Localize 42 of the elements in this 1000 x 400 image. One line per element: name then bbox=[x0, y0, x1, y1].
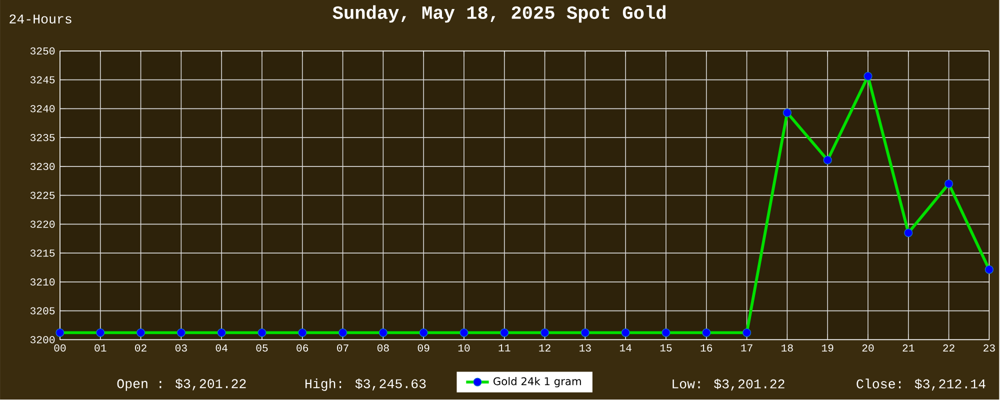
x-tick-label: 15 bbox=[660, 344, 672, 352]
y-tick-label: 3235 bbox=[30, 134, 55, 142]
x-tick-label: 08 bbox=[377, 344, 389, 352]
x-tick-label: 05 bbox=[256, 344, 268, 352]
y-tick-label: 3245 bbox=[30, 76, 55, 84]
x-tick-label: 11 bbox=[498, 344, 510, 352]
x-tick-label: 00 bbox=[54, 344, 66, 352]
y-tick-label: 3225 bbox=[30, 192, 55, 200]
y-tick-label: 3215 bbox=[30, 250, 55, 257]
y-tick-label: 3200 bbox=[30, 336, 55, 344]
x-tick-label: 19 bbox=[822, 344, 834, 352]
text: High: $3,245.63 bbox=[305, 378, 426, 392]
x-tick-label: 17 bbox=[741, 344, 752, 352]
x-tick-label: 12 bbox=[539, 344, 550, 352]
y-tick-label: 3220 bbox=[30, 220, 55, 228]
x-tick-label: 13 bbox=[580, 344, 591, 352]
chart-title: Sunday, May 18, 2025 Spot Gold bbox=[332, 5, 666, 23]
y-tick-label: 3210 bbox=[30, 278, 55, 286]
x-tick-label: 07 bbox=[337, 344, 348, 352]
x-tick-label: 09 bbox=[418, 344, 430, 352]
chart-subtitle: 24-Hours bbox=[10, 14, 72, 24]
text: Close: $3,212.14 bbox=[856, 378, 986, 391]
x-tick-label: 20 bbox=[862, 344, 874, 352]
text: Low: $3,201.22 bbox=[672, 378, 784, 391]
x-tick-label: 21 bbox=[902, 344, 914, 352]
x-tick-label: 16 bbox=[700, 344, 712, 352]
y-tick-label: 3205 bbox=[30, 307, 55, 315]
x-tick-label: 10 bbox=[458, 344, 470, 352]
y-tick-label: 3230 bbox=[30, 163, 55, 170]
x-tick-label: 18 bbox=[782, 344, 793, 352]
y-tick-label: 3240 bbox=[30, 105, 55, 112]
x-tick-label: 02 bbox=[135, 344, 146, 352]
x-tick-label: 01 bbox=[94, 344, 106, 352]
x-tick-label: 04 bbox=[216, 344, 228, 352]
y-tick-label: 3250 bbox=[30, 48, 55, 55]
legend-label: Gold 24k 1 gram bbox=[494, 377, 581, 388]
x-tick-label: 22 bbox=[943, 344, 954, 352]
x-tick-label: 06 bbox=[296, 344, 308, 352]
x-tick-label: 03 bbox=[175, 344, 187, 352]
x-tick-label: 14 bbox=[620, 344, 632, 352]
text: Open : $3,201.22 bbox=[117, 378, 246, 391]
x-tick-label: 23 bbox=[984, 344, 995, 352]
